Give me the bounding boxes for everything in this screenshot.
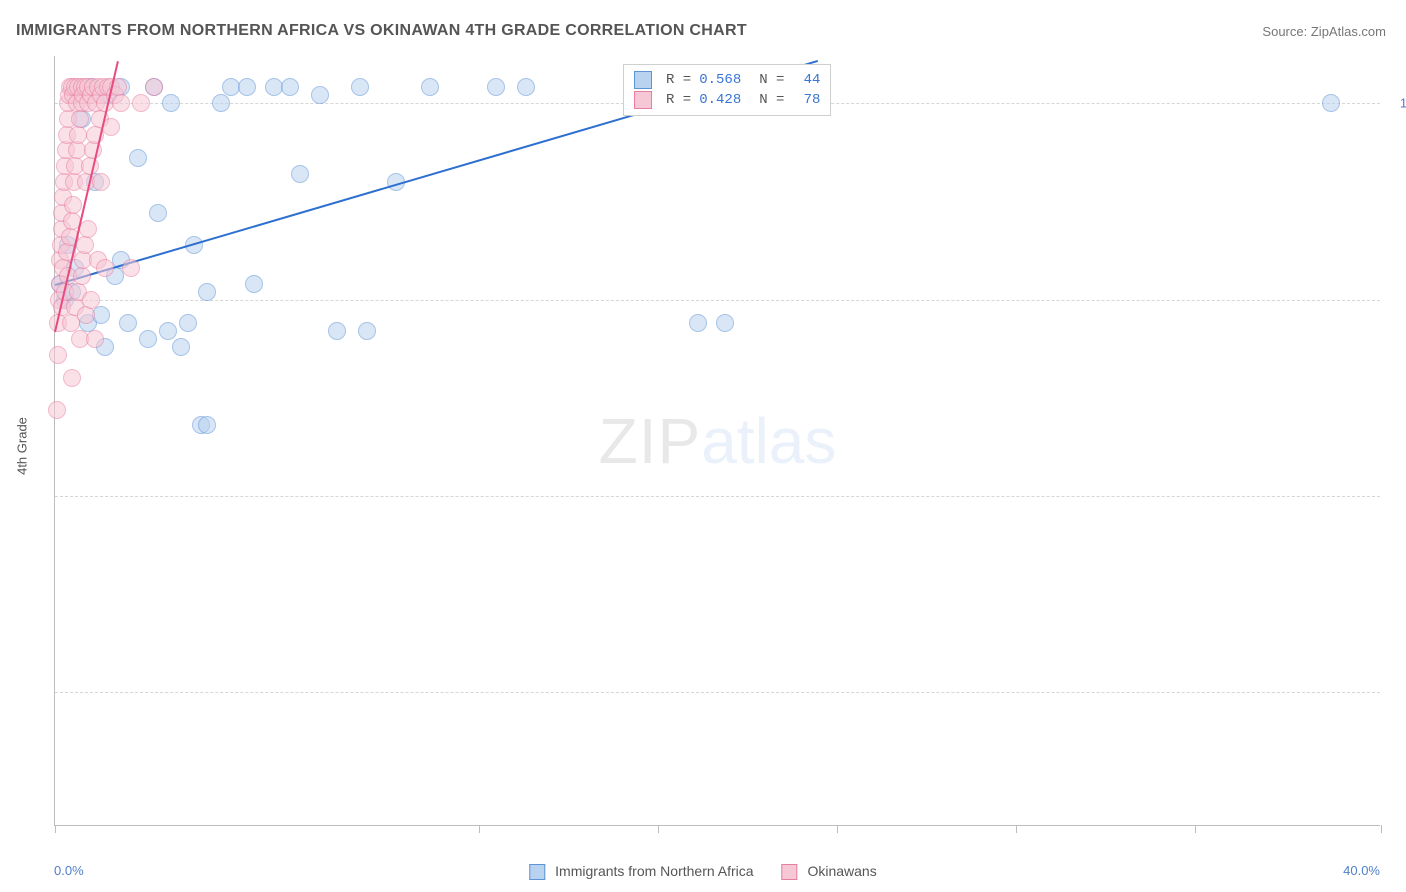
data-point-immigrants — [162, 94, 180, 112]
legend-bottom: Immigrants from Northern Africa Okinawan… — [529, 863, 876, 880]
data-point-immigrants — [358, 322, 376, 340]
data-point-okinawans — [81, 157, 99, 175]
swatch-immigrants — [529, 864, 545, 880]
data-point-okinawans — [79, 220, 97, 238]
data-point-okinawans — [76, 236, 94, 254]
data-point-immigrants — [198, 416, 216, 434]
x-tick — [1195, 825, 1196, 833]
data-point-okinawans — [73, 267, 91, 285]
data-point-okinawans — [77, 306, 95, 324]
x-tick — [1016, 825, 1017, 833]
x-axis-max-label: 40.0% — [1343, 863, 1380, 878]
swatch-okinawans — [634, 91, 652, 109]
data-point-okinawans — [145, 78, 163, 96]
data-point-immigrants — [311, 86, 329, 104]
data-point-immigrants — [222, 78, 240, 96]
data-point-immigrants — [517, 78, 535, 96]
source-attribution: Source: ZipAtlas.com — [1262, 24, 1386, 39]
source-label: Source: — [1262, 24, 1307, 39]
data-point-okinawans — [96, 259, 114, 277]
data-point-immigrants — [716, 314, 734, 332]
x-tick — [1381, 825, 1382, 833]
legend-row-immigrants: R = 0.568 N = 44 — [634, 70, 820, 90]
data-point-immigrants — [149, 204, 167, 222]
legend-item-okinawans: Okinawans — [782, 863, 877, 880]
data-point-immigrants — [119, 314, 137, 332]
x-tick — [479, 825, 480, 833]
data-point-okinawans — [86, 330, 104, 348]
data-point-immigrants — [179, 314, 197, 332]
n-value-okinawans: 78 — [792, 90, 820, 110]
data-point-immigrants — [487, 78, 505, 96]
n-value-immigrants: 44 — [792, 70, 820, 90]
data-point-okinawans — [82, 291, 100, 309]
x-tick — [55, 825, 56, 833]
data-point-immigrants — [159, 322, 177, 340]
correlation-legend-box: R = 0.568 N = 44 R = 0.428 N = 78 — [623, 64, 831, 116]
data-point-okinawans — [132, 94, 150, 112]
data-point-okinawans — [64, 196, 82, 214]
data-point-okinawans — [92, 173, 110, 191]
x-tick — [658, 825, 659, 833]
y-axis-title: 4th Grade — [15, 417, 30, 475]
data-point-immigrants — [198, 283, 216, 301]
data-point-immigrants — [139, 330, 157, 348]
data-point-immigrants — [238, 78, 256, 96]
r-value-okinawans: 0.428 — [699, 90, 751, 110]
legend-label-immigrants: Immigrants from Northern Africa — [555, 863, 753, 879]
data-point-immigrants — [172, 338, 190, 356]
n-label: N = — [759, 90, 784, 110]
data-point-immigrants — [265, 78, 283, 96]
y-tick-label: 100.0% — [1400, 96, 1406, 111]
data-point-okinawans — [69, 126, 87, 144]
r-label: R = — [666, 70, 691, 90]
chart-title: IMMIGRANTS FROM NORTHERN AFRICA VS OKINA… — [16, 22, 747, 40]
data-point-okinawans — [71, 110, 89, 128]
watermark: ZIPatlas — [599, 404, 837, 478]
data-point-immigrants — [1322, 94, 1340, 112]
data-point-immigrants — [328, 322, 346, 340]
n-label: N = — [759, 70, 784, 90]
r-value-immigrants: 0.568 — [699, 70, 751, 90]
r-label: R = — [666, 90, 691, 110]
data-point-immigrants — [291, 165, 309, 183]
source-site: ZipAtlas.com — [1311, 24, 1386, 39]
data-point-immigrants — [351, 78, 369, 96]
watermark-part1: ZIP — [599, 405, 702, 477]
x-axis-min-label: 0.0% — [54, 863, 84, 878]
legend-item-immigrants: Immigrants from Northern Africa — [529, 863, 753, 880]
data-point-okinawans — [49, 346, 67, 364]
data-point-immigrants — [421, 78, 439, 96]
scatter-plot-area: ZIPatlas 100.0%97.5%95.0%92.5%R = 0.568N… — [54, 56, 1380, 826]
data-point-immigrants — [212, 94, 230, 112]
legend-label-okinawans: Okinawans — [807, 863, 876, 879]
data-point-okinawans — [48, 401, 66, 419]
gridline-h — [55, 692, 1380, 693]
data-point-okinawans — [68, 141, 86, 159]
gridline-h — [55, 496, 1380, 497]
gridline-h — [55, 300, 1380, 301]
watermark-part2: atlas — [701, 405, 836, 477]
data-point-immigrants — [689, 314, 707, 332]
data-point-immigrants — [281, 78, 299, 96]
data-point-immigrants — [129, 149, 147, 167]
x-tick — [837, 825, 838, 833]
data-point-okinawans — [63, 369, 81, 387]
data-point-immigrants — [245, 275, 263, 293]
data-point-okinawans — [112, 94, 130, 112]
swatch-immigrants — [634, 71, 652, 89]
data-point-okinawans — [122, 259, 140, 277]
legend-row-okinawans: R = 0.428 N = 78 — [634, 90, 820, 110]
swatch-okinawans — [782, 864, 798, 880]
